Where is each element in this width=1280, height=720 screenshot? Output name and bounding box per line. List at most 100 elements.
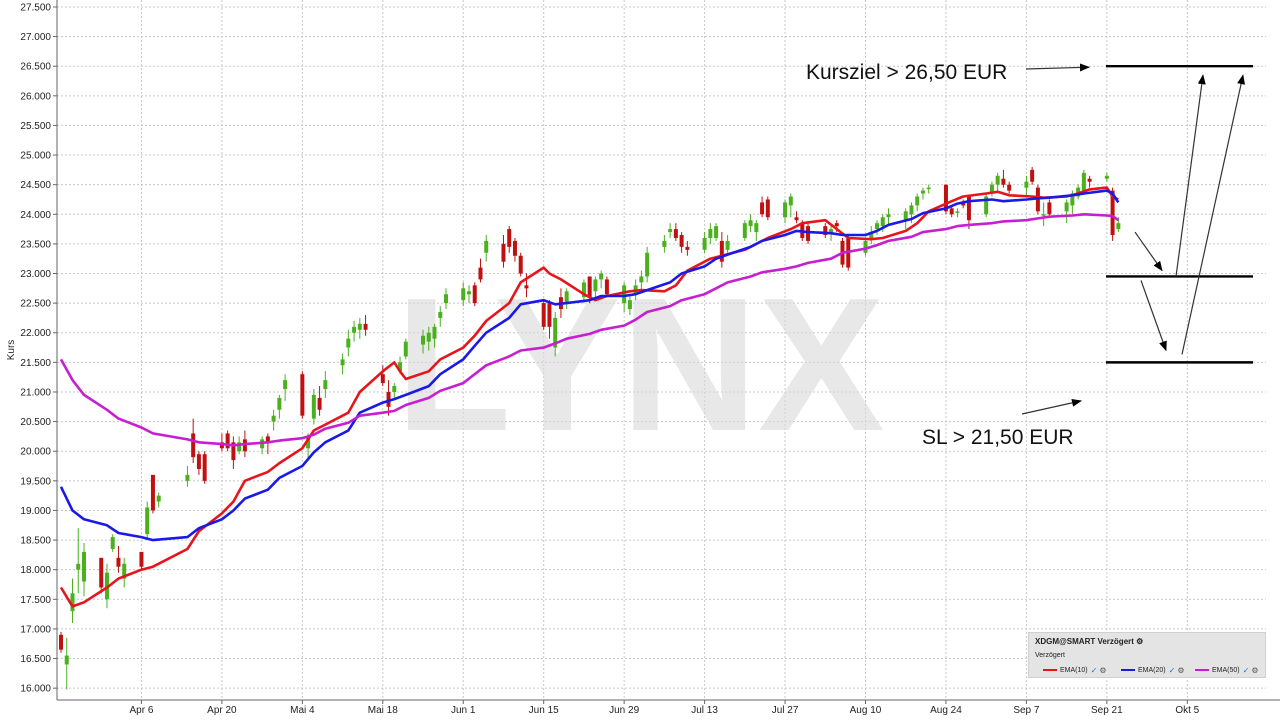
y-tick-label: 17.500 — [20, 595, 51, 606]
bar-body — [949, 208, 954, 215]
ema-lines — [59, 186, 1120, 608]
bar-body — [553, 317, 558, 348]
price-bar-down — [363, 314, 368, 336]
bar-body — [863, 240, 868, 253]
bar-body — [403, 341, 408, 357]
bar-body — [995, 175, 1000, 185]
bar-body — [719, 240, 724, 262]
bar-body — [59, 634, 63, 650]
price-bar-up — [64, 637, 69, 690]
price-bar-up — [421, 329, 426, 354]
bar-body — [357, 323, 362, 330]
price-bar-up — [81, 543, 86, 597]
price-bar-down — [806, 223, 811, 244]
price-bar-up — [76, 528, 81, 594]
bar-body — [150, 474, 155, 511]
bar-body — [564, 291, 569, 304]
legend-label-ema10: EMA(10) — [1060, 666, 1088, 674]
bar-body — [1041, 214, 1046, 216]
bar-body — [880, 217, 885, 227]
price-bar-up — [461, 282, 466, 307]
bar-body — [484, 240, 489, 253]
x-tick-label: Apr 6 — [129, 705, 153, 716]
bar-body — [438, 312, 443, 318]
price-bar-up — [593, 276, 598, 301]
check-icon[interactable]: ✓ — [1090, 665, 1098, 675]
legend-item-ema20[interactable]: EMA(20) ✓ ⚙ — [1121, 664, 1185, 676]
price-bar-up — [754, 220, 759, 241]
bar-body — [961, 202, 966, 206]
bar-body — [541, 303, 546, 327]
bar-body — [788, 196, 793, 206]
price-bar-up — [466, 285, 471, 304]
bar-body — [191, 433, 196, 458]
bar-body — [587, 276, 592, 298]
price-bar-up — [277, 394, 282, 419]
y-tick-label: 19.500 — [20, 476, 51, 487]
legend: XDGM@SMART Verzögert ⚙ Verzögert EMA(10)… — [1028, 632, 1266, 678]
bar-body — [1081, 172, 1086, 191]
price-bar-up — [955, 208, 960, 218]
gear-icon[interactable]: ⚙ — [1177, 665, 1185, 675]
bar-body — [265, 436, 270, 443]
legend-item-ema50[interactable]: EMA(50) ✓ ⚙ — [1195, 664, 1259, 676]
bar-body — [673, 229, 678, 238]
bar-body — [754, 223, 759, 233]
bar-body — [1116, 223, 1121, 230]
price-bar-up — [639, 270, 644, 292]
price-bar-up — [662, 235, 667, 253]
arrow-mid-to-sl — [1140, 280, 1167, 352]
gear-icon[interactable]: ⚙ — [1136, 637, 1144, 646]
gear-icon[interactable]: ⚙ — [1099, 665, 1107, 675]
y-axis-label: Kurs — [6, 340, 17, 361]
bar-body — [64, 655, 69, 665]
check-icon[interactable]: ✓ — [1168, 665, 1176, 675]
price-bar-up — [403, 338, 408, 360]
price-bar-down — [765, 196, 770, 221]
y-tick-label: 21.000 — [20, 387, 51, 398]
bar-body — [283, 380, 288, 390]
bar-body — [110, 537, 115, 549]
price-bar-down — [196, 451, 201, 475]
price-bar-up — [1064, 199, 1069, 224]
bar-body — [834, 223, 839, 227]
arrow-to-mid — [1134, 231, 1163, 272]
bar-body — [421, 335, 426, 345]
bar-body — [920, 190, 925, 194]
price-bar-down — [823, 223, 828, 238]
gear-icon[interactable]: ⚙ — [1251, 665, 1259, 675]
bar-body — [122, 563, 127, 579]
check-icon[interactable]: ✓ — [1242, 665, 1250, 675]
price-bar-down — [99, 557, 104, 594]
bar-body — [524, 285, 529, 289]
bar-body — [76, 563, 81, 570]
watermark-logo: LYNX — [395, 259, 884, 471]
price-bar-down — [541, 300, 546, 330]
bar-body — [874, 223, 879, 230]
bar-body — [225, 433, 230, 449]
legend-item-ema10[interactable]: EMA(10) ✓ ⚙ — [1043, 664, 1107, 676]
price-bar-up — [564, 288, 569, 310]
x-tick-label: Aug 24 — [930, 705, 962, 716]
bar-body — [1007, 184, 1012, 191]
bar-body — [518, 255, 523, 274]
price-bar-up — [886, 208, 891, 227]
bar-body — [317, 397, 322, 410]
bar-body — [886, 214, 891, 218]
price-bar-up — [484, 235, 489, 262]
y-tick-label: 23.500 — [20, 239, 51, 250]
legend-swatch-ema20 — [1121, 669, 1135, 671]
price-bar-up — [145, 501, 150, 541]
bar-body — [271, 415, 276, 422]
bar-body — [398, 362, 403, 372]
price-bar-down — [386, 380, 391, 416]
legend-title: XDGM@SMART Verzögert ⚙ — [1035, 637, 1144, 646]
price-bar-up — [553, 312, 558, 357]
price-bar-down — [1030, 166, 1035, 185]
price-bar-down — [547, 300, 552, 339]
bar-body — [70, 593, 75, 612]
sl-label: SL > 21,50 EUR — [922, 426, 1074, 449]
price-bar-up — [185, 466, 190, 487]
bar-body — [300, 374, 305, 416]
bar-body — [668, 229, 673, 233]
